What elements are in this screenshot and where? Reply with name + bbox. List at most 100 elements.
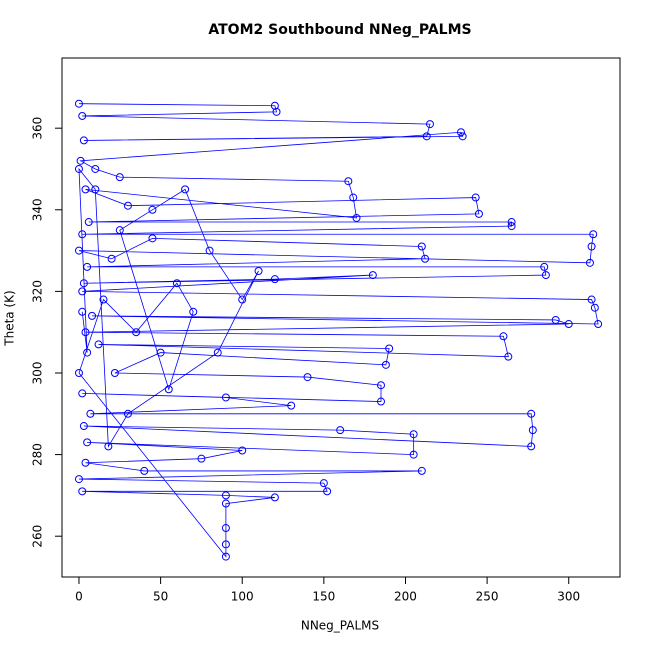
data-point: [197, 454, 206, 463]
data-point: [303, 373, 312, 382]
data-point: [78, 389, 87, 398]
data-point: [78, 111, 87, 120]
data-point: [564, 320, 573, 329]
data-point: [91, 185, 100, 194]
y-tick-label: 300: [31, 362, 45, 385]
data-point: [254, 266, 263, 275]
data-point: [528, 426, 537, 435]
data-point: [78, 307, 87, 316]
y-tick-label: 360: [31, 117, 45, 140]
data-point: [88, 311, 97, 320]
chart-title: ATOM2 Southbound NNeg_PALMS: [208, 22, 471, 38]
data-point: [205, 246, 214, 255]
data-point: [221, 393, 230, 402]
data-point: [540, 262, 549, 271]
x-tick-label: 250: [476, 590, 499, 604]
data-point: [76, 156, 85, 165]
data-point: [474, 209, 483, 218]
x-tick-label: 300: [557, 590, 580, 604]
data-point: [422, 132, 431, 141]
data-point: [272, 107, 281, 116]
data-point: [84, 218, 93, 227]
data-point: [504, 352, 513, 361]
data-point: [148, 234, 157, 243]
data-point: [590, 303, 599, 312]
y-tick-label: 320: [31, 280, 45, 303]
data-point: [148, 205, 157, 214]
data-point: [78, 287, 87, 296]
data-point: [81, 185, 90, 194]
data-point: [172, 279, 181, 288]
data-point: [499, 332, 508, 341]
data-point: [381, 360, 390, 369]
data-point: [221, 499, 230, 508]
data-point: [594, 320, 603, 329]
data-point: [425, 120, 434, 129]
data-point: [104, 442, 113, 451]
data-point: [79, 136, 88, 145]
data-point: [585, 258, 594, 267]
data-point: [99, 295, 108, 304]
x-tick-label: 0: [75, 590, 83, 604]
data-point: [110, 368, 119, 377]
data-point: [164, 385, 173, 394]
data-point: [417, 466, 426, 475]
data-point: [541, 271, 550, 280]
y-tick-label: 280: [31, 443, 45, 466]
data-point: [81, 458, 90, 467]
data-point: [123, 409, 132, 418]
data-point: [287, 401, 296, 410]
data-point: [221, 491, 230, 500]
data-point: [83, 438, 92, 447]
data-point: [78, 230, 87, 239]
x-tick-label: 100: [231, 590, 254, 604]
data-point: [123, 201, 132, 210]
data-point: [336, 426, 345, 435]
data-point: [74, 368, 83, 377]
data-point: [349, 193, 358, 202]
data-point: [213, 348, 222, 357]
data-point: [270, 493, 279, 502]
data-point: [132, 328, 141, 337]
data-point: [221, 552, 230, 561]
data-point: [156, 348, 165, 357]
data-point: [323, 487, 332, 496]
data-point: [107, 254, 116, 263]
data-point: [115, 226, 124, 235]
data-point: [78, 487, 87, 496]
data-point: [94, 340, 103, 349]
data-point: [589, 230, 598, 239]
data-point: [238, 446, 247, 455]
data-point: [587, 242, 596, 251]
data-point: [421, 254, 430, 263]
data-point: [270, 101, 279, 110]
x-tick-label: 200: [394, 590, 417, 604]
data-point: [140, 466, 149, 475]
data-point: [86, 409, 95, 418]
data-point: [319, 479, 328, 488]
data-point: [83, 262, 92, 271]
data-point: [79, 279, 88, 288]
y-axis-label: Theta (K): [3, 290, 17, 346]
data-point: [181, 185, 190, 194]
data-point: [189, 307, 198, 316]
data-point: [74, 246, 83, 255]
data-point: [409, 450, 418, 459]
data-point: [221, 524, 230, 533]
data-point: [507, 218, 516, 227]
data-point: [221, 540, 230, 549]
data-point: [81, 328, 90, 337]
data-point: [587, 295, 596, 304]
data-point: [368, 271, 377, 280]
data-point: [352, 213, 361, 222]
data-point: [74, 475, 83, 484]
data-point: [79, 422, 88, 431]
data-point: [458, 132, 467, 141]
data-line: [78, 103, 599, 558]
data-point: [527, 409, 536, 418]
data-point: [74, 99, 83, 108]
data-point: [527, 442, 536, 451]
data-point: [91, 164, 100, 173]
